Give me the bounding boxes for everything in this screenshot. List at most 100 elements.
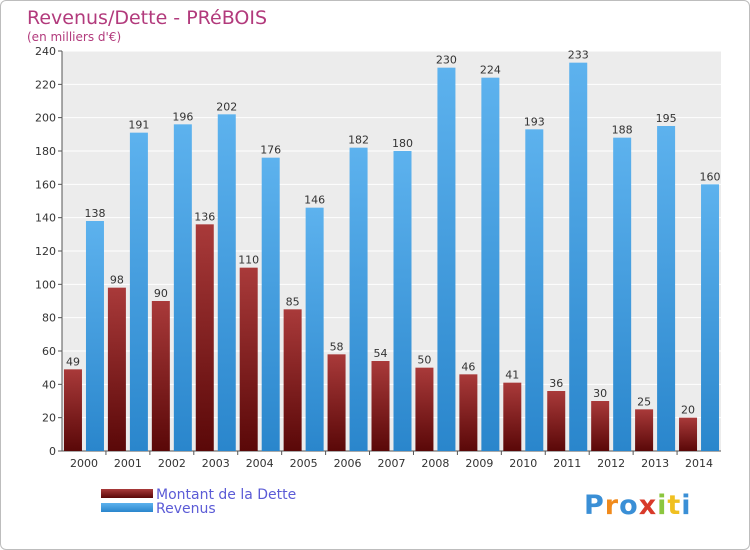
logo-letter: t [667, 490, 682, 521]
data-label-dette: 36 [549, 377, 563, 390]
bar-dette [591, 401, 610, 451]
data-label-dette: 85 [286, 295, 300, 308]
bar-revenus [701, 184, 720, 452]
bar-revenus [305, 207, 324, 451]
data-label-dette: 25 [637, 395, 651, 408]
x-tick-label: 2000 [70, 457, 98, 470]
y-tick-label: 20 [42, 412, 56, 425]
bar-dette [371, 361, 390, 451]
y-tick-label: 220 [35, 78, 56, 91]
x-tick-label: 2004 [246, 457, 274, 470]
data-label-dette: 136 [194, 210, 215, 223]
x-tick-label: 2010 [509, 457, 537, 470]
bar-dette [151, 301, 170, 451]
legend-label-debt: Montant de la Dette [156, 487, 297, 503]
legend-swatch-dette [101, 489, 153, 498]
data-label-revenus: 182 [348, 134, 369, 147]
data-label-revenus: 138 [84, 207, 105, 220]
bar-revenus [525, 129, 544, 452]
data-label-dette: 54 [374, 347, 388, 360]
bar-revenus [481, 77, 500, 452]
chart-subtitle: (en milliers d'€) [27, 30, 122, 44]
bar-dette [327, 354, 346, 451]
y-tick-label: 40 [42, 378, 56, 391]
x-tick-label: 2008 [421, 457, 449, 470]
bar-dette [107, 287, 126, 451]
bar-revenus [261, 157, 280, 451]
data-label-revenus: 202 [216, 100, 237, 113]
data-label-dette: 90 [154, 287, 168, 300]
bar-revenus [85, 221, 104, 451]
logo-letter: o [619, 490, 639, 521]
bar-revenus [349, 147, 368, 451]
bar-revenus [437, 67, 456, 452]
x-tick-label: 2003 [202, 457, 230, 470]
bar-dette [635, 409, 654, 451]
x-tick-label: 2014 [685, 457, 713, 470]
data-label-dette: 110 [238, 254, 259, 267]
y-tick-label: 100 [35, 278, 56, 291]
logo-letter: i [681, 490, 692, 521]
logo-letter: x [638, 490, 658, 521]
data-label-revenus: 146 [304, 194, 325, 207]
y-tick-label: 200 [35, 112, 56, 125]
bar-dette [415, 367, 434, 451]
data-label-dette: 98 [110, 274, 124, 287]
data-label-revenus: 224 [480, 64, 501, 77]
data-label-dette: 41 [505, 369, 519, 382]
logo-letter: P [584, 490, 605, 521]
data-label-dette: 20 [681, 404, 695, 417]
bar-dette [547, 391, 566, 451]
bar-dette [679, 417, 698, 451]
data-label-revenus: 188 [612, 124, 633, 137]
bar-revenus [393, 151, 412, 451]
bar-dette [239, 267, 258, 451]
data-label-dette: 58 [330, 340, 344, 353]
data-label-revenus: 230 [436, 54, 457, 67]
bar-dette [63, 369, 82, 451]
x-tick-label: 2007 [378, 457, 406, 470]
data-label-revenus: 195 [656, 112, 677, 125]
bar-revenus [569, 62, 588, 452]
data-label-dette: 50 [417, 354, 431, 367]
bar-dette [459, 374, 478, 451]
y-tick-label: 60 [42, 345, 56, 358]
x-tick-label: 2012 [597, 457, 625, 470]
bar-revenus [217, 114, 236, 451]
data-label-revenus: 191 [128, 119, 149, 132]
y-tick-label: 80 [42, 312, 56, 325]
legend-swatch-revenus [101, 503, 153, 512]
x-tick-label: 2006 [334, 457, 362, 470]
x-tick-label: 2009 [465, 457, 493, 470]
data-label-dette: 49 [66, 355, 80, 368]
data-label-revenus: 196 [172, 110, 193, 123]
x-tick-label: 2001 [114, 457, 142, 470]
bar-dette [283, 309, 302, 451]
logo-letter: i [657, 490, 668, 521]
x-tick-label: 2013 [641, 457, 669, 470]
x-tick-label: 2011 [553, 457, 581, 470]
data-label-revenus: 176 [260, 144, 281, 157]
bar-revenus [129, 132, 148, 451]
y-tick-label: 240 [35, 45, 56, 58]
y-tick-label: 120 [35, 245, 56, 258]
data-label-dette: 46 [461, 360, 475, 373]
data-label-revenus: 180 [392, 137, 413, 150]
x-tick-label: 2002 [158, 457, 186, 470]
bar-revenus [613, 137, 632, 451]
y-tick-label: 0 [49, 445, 56, 458]
bar-dette [503, 382, 522, 451]
y-tick-label: 180 [35, 145, 56, 158]
bar-dette [195, 224, 214, 451]
data-label-revenus: 193 [524, 115, 545, 128]
data-label-revenus: 160 [700, 170, 721, 183]
y-tick-label: 140 [35, 212, 56, 225]
proxiti-logo: Proxiti [584, 490, 692, 521]
logo-letter: r [604, 490, 620, 521]
x-tick-label: 2005 [290, 457, 318, 470]
bar-revenus [173, 124, 192, 451]
data-label-dette: 30 [593, 387, 607, 400]
y-tick-label: 160 [35, 178, 56, 191]
